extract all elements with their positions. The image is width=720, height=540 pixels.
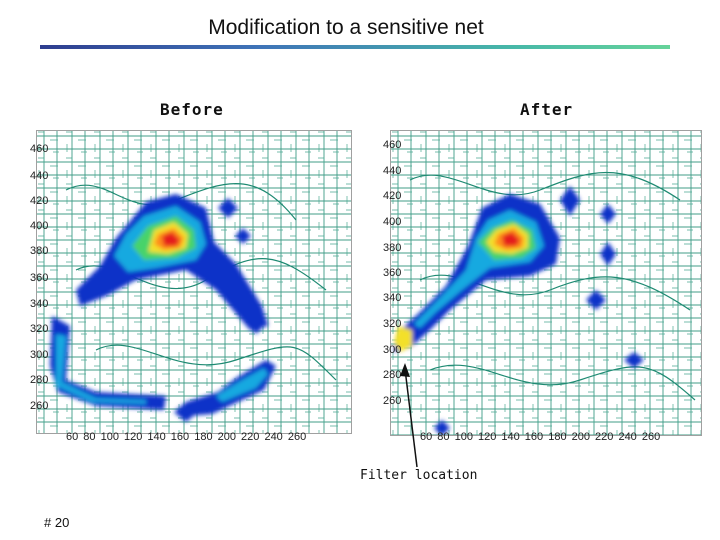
before-y-tick: 380 bbox=[30, 245, 49, 257]
before-y-tick: 360 bbox=[30, 272, 49, 284]
after-x-axis: 60 80 100 120 140 160 180 200 220 240 26… bbox=[420, 431, 661, 443]
before-y-tick: 460 bbox=[30, 143, 49, 155]
filter-location-arrow bbox=[400, 363, 418, 468]
before-y-tick: 260 bbox=[30, 400, 49, 412]
after-y-tick: 300 bbox=[383, 344, 402, 356]
after-y-tick: 440 bbox=[383, 165, 402, 177]
after-y-tick: 360 bbox=[383, 267, 402, 279]
after-y-tick: 260 bbox=[383, 395, 402, 407]
after-label: After bbox=[520, 100, 574, 119]
before-y-tick: 280 bbox=[30, 374, 49, 386]
before-y-tick: 300 bbox=[30, 349, 49, 361]
after-y-tick: 460 bbox=[383, 139, 402, 151]
before-y-tick: 440 bbox=[30, 170, 49, 182]
after-y-tick: 340 bbox=[383, 292, 402, 304]
after-y-tick: 400 bbox=[383, 216, 402, 228]
after-y-tick: 320 bbox=[383, 318, 402, 330]
slide-title: Modification to a sensitive net bbox=[208, 16, 484, 39]
before-label: Before bbox=[160, 100, 224, 119]
title-underline bbox=[40, 45, 670, 49]
before-heatmap-plot bbox=[36, 130, 352, 434]
after-y-tick: 380 bbox=[383, 242, 402, 254]
after-y-tick: 420 bbox=[383, 190, 402, 202]
before-y-tick: 320 bbox=[30, 323, 49, 335]
after-heatmap-plot bbox=[390, 130, 702, 436]
before-x-axis: 60 80 100 120 140 160 180 200 220 240 26… bbox=[66, 431, 307, 443]
before-y-tick: 400 bbox=[30, 220, 49, 232]
before-y-tick: 420 bbox=[30, 195, 49, 207]
after-y-tick: 280 bbox=[383, 369, 402, 381]
page-number: # 20 bbox=[44, 515, 70, 530]
filter-location-callout: Filter location bbox=[360, 468, 478, 483]
before-y-tick: 340 bbox=[30, 298, 49, 310]
